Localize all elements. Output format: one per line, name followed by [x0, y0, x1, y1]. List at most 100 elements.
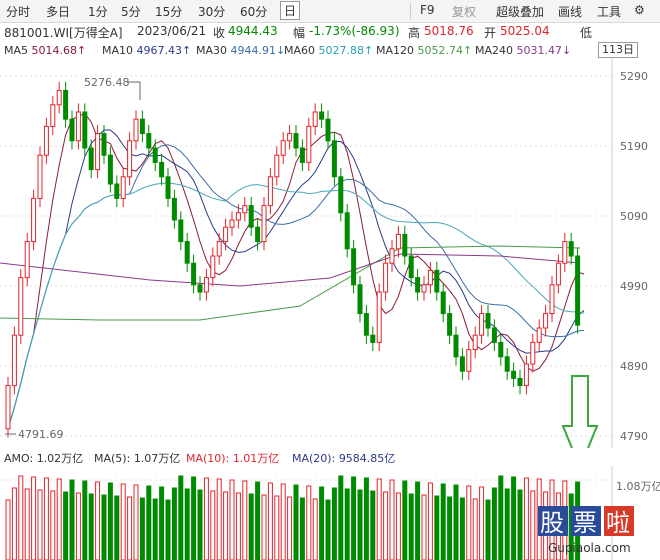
candle-body: [479, 313, 485, 336]
price-axis: 5290 5190 5090 4990 4890 4790: [620, 70, 648, 443]
tab-15min[interactable]: 15分: [155, 5, 183, 19]
candle-body: [50, 104, 56, 127]
volume-bar: [248, 493, 254, 560]
draw-line-button[interactable]: 画线: [558, 5, 583, 19]
volume-bar: [434, 495, 440, 560]
candle-body: [466, 349, 472, 372]
candle-body: [549, 284, 555, 315]
candle-body: [18, 277, 24, 336]
price-tick-4890: 4890: [620, 360, 648, 373]
candle-body: [530, 341, 536, 365]
volume-bar: [101, 494, 107, 560]
volume-bar: [517, 489, 523, 560]
candle-body: [312, 111, 318, 127]
price-tick-4790: 4790: [620, 430, 648, 443]
volume-bar: [18, 475, 24, 560]
tab-1min[interactable]: 1分: [88, 5, 108, 19]
vol-ma10-value: 1.01万亿: [232, 452, 280, 465]
candle-body: [280, 140, 286, 156]
candle-body: [491, 327, 497, 343]
candle-body: [344, 212, 350, 250]
tab-60min[interactable]: 60分: [240, 5, 268, 19]
tab-multi-day[interactable]: 多日: [46, 5, 71, 19]
tab-30min[interactable]: 30分: [198, 5, 226, 19]
change-value: -1.73%(-86.93): [309, 24, 400, 38]
settings-icon[interactable]: ⚙: [634, 3, 645, 17]
f9-button[interactable]: F9: [420, 3, 435, 17]
adjust-button[interactable]: 复权: [452, 5, 477, 19]
tab-5min[interactable]: 5分: [121, 5, 141, 19]
volume-bar: [504, 488, 510, 560]
candle-body: [376, 291, 382, 343]
change-label: 幅: [293, 26, 306, 40]
volume-bar: [223, 491, 229, 560]
ma30-label: MA30: [196, 44, 228, 57]
candlestick-chart[interactable]: 5290 5190 5090 4990 4890 4790 5276.48 4791.69: [0, 58, 660, 448]
amo-label: AMO:: [4, 452, 34, 465]
symbol-label: 881001.WI[万得全A]: [4, 26, 123, 40]
price-tick-5190: 5190: [620, 140, 648, 153]
volume-bar: [395, 492, 401, 560]
candle-body: [383, 262, 389, 293]
volume-bar: [485, 499, 491, 560]
volume-bar: [229, 479, 235, 560]
volume-bar: [319, 486, 325, 560]
tab-intraday[interactable]: 分时: [6, 5, 31, 19]
candle-body: [523, 363, 529, 387]
volume-bar: [491, 487, 497, 560]
candle-body: [408, 255, 414, 279]
candle-body: [517, 377, 523, 387]
date-label: 2023/06/21: [137, 24, 207, 38]
volume-bar: [191, 476, 197, 560]
candle-body: [485, 313, 491, 329]
candle-body: [56, 89, 62, 106]
volume-bar: [523, 477, 529, 560]
quote-info-bar: 881001.WI[万得全A] 2023/06/21 收 4944.43 幅 -…: [0, 22, 660, 40]
tab-daily[interactable]: 日: [280, 1, 301, 20]
volume-bar: [293, 484, 299, 560]
volume-bar: [427, 482, 433, 560]
volume-bar: [402, 480, 408, 560]
volume-bar: [383, 491, 389, 560]
volume-bar: [5, 499, 11, 560]
period-count-box[interactable]: 113日: [598, 42, 638, 58]
candle-body: [568, 241, 574, 257]
volume-bar: [178, 475, 184, 560]
candle-body: [325, 118, 331, 142]
candle-body: [274, 154, 280, 178]
high-label: 高: [408, 26, 421, 40]
volume-bar: [56, 478, 62, 560]
price-tick-5090: 5090: [620, 210, 648, 223]
close-label: 收: [213, 26, 226, 40]
candle-body: [370, 334, 376, 343]
volume-bar: [267, 482, 273, 560]
volume-bars: [5, 475, 581, 560]
ma-legend: MA5 5014.68↑ MA10 4967.43↑ MA30 4944.91↓…: [4, 44, 572, 57]
candle-body: [453, 334, 459, 358]
tools-button[interactable]: 工具: [597, 5, 622, 19]
ma10-value: 4967.43: [136, 44, 183, 57]
volume-bar: [447, 496, 453, 560]
candle-body: [319, 111, 325, 120]
candle-body: [37, 154, 43, 199]
ma5-label: MA5: [4, 44, 29, 57]
candle-body: [402, 233, 408, 257]
candle-body: [235, 212, 241, 221]
down-arrow-icon: [561, 375, 599, 448]
volume-bar: [11, 487, 17, 560]
candle-body: [255, 226, 261, 243]
candle-body: [75, 111, 81, 142]
vol-ma5-value: 1.07万亿: [133, 452, 181, 465]
volume-bar: [306, 485, 312, 560]
volume-bar: [165, 499, 171, 560]
candle-body: [5, 385, 11, 430]
volume-bar: [152, 498, 158, 560]
candle-body: [427, 269, 433, 286]
volume-bar: [261, 494, 267, 560]
candle-body: [331, 140, 337, 178]
overlay-button[interactable]: 超级叠加: [496, 5, 545, 19]
candle-body: [95, 133, 101, 171]
amo-value: 1.02万亿: [36, 452, 84, 465]
volume-bar: [210, 490, 216, 560]
volume-bar: [376, 478, 382, 560]
